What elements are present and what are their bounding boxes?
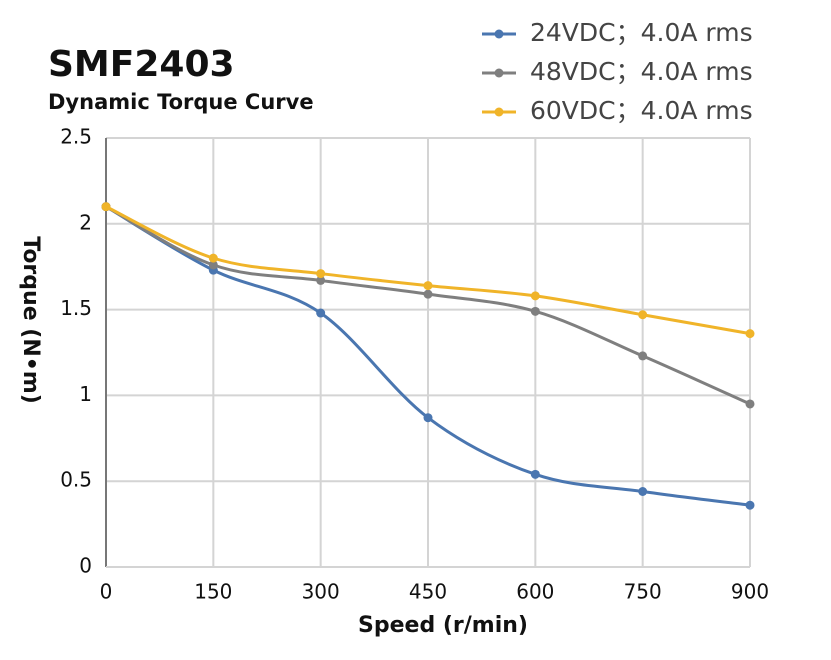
data-point	[530, 291, 540, 301]
chart-title: SMF2403	[48, 44, 235, 85]
data-point	[316, 308, 326, 318]
data-point	[745, 399, 755, 409]
y-tick-label: 1	[79, 382, 92, 406]
data-point	[423, 413, 433, 423]
data-point	[745, 329, 755, 339]
data-point	[423, 289, 433, 299]
data-point	[423, 281, 433, 291]
data-point	[316, 275, 326, 285]
legend-marker	[494, 29, 504, 39]
legend-marker	[494, 107, 504, 117]
x-tick-label: 150	[194, 580, 232, 604]
y-axis-label: Torque (N•m)	[18, 236, 43, 404]
x-tick-label: 450	[409, 580, 447, 604]
x-tick-label: 900	[731, 580, 769, 604]
y-tick-label: 0	[79, 554, 92, 578]
y-tick-label: 0.5	[60, 468, 92, 492]
data-point	[316, 269, 326, 279]
y-tick-label: 2.5	[60, 125, 92, 149]
data-point	[638, 486, 648, 496]
x-tick-label: 300	[302, 580, 340, 604]
data-point	[638, 351, 648, 361]
x-tick-label: 0	[100, 580, 113, 604]
data-point	[745, 500, 755, 510]
data-point	[208, 260, 218, 270]
chart-subtitle: Dynamic Torque Curve	[48, 90, 314, 114]
y-tick-label: 1.5	[60, 296, 92, 320]
legend-label: 60VDC；4.0A rms	[530, 96, 753, 125]
x-axis-label: Speed (r/min)	[358, 613, 528, 638]
data-point	[638, 310, 648, 320]
data-point	[208, 253, 218, 263]
x-tick-label: 600	[516, 580, 554, 604]
legend-marker	[494, 68, 504, 78]
y-tick-label: 2	[79, 210, 92, 234]
legend-label: 24VDC；4.0A rms	[530, 18, 753, 47]
data-point	[530, 469, 540, 479]
legend-label: 48VDC；4.0A rms	[530, 57, 753, 86]
data-point	[101, 202, 111, 212]
data-point	[530, 306, 540, 316]
x-tick-label: 750	[624, 580, 662, 604]
